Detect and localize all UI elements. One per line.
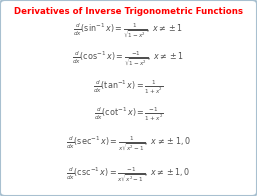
Text: $\frac{d}{dx}\left(\cos^{-1}x\right) = \frac{-1}{\sqrt{1-x^2}},\; x \neq \pm 1$: $\frac{d}{dx}\left(\cos^{-1}x\right) = \…	[72, 50, 185, 68]
Text: $\frac{d}{dx}\left(\tan^{-1}x\right) = \frac{1}{1+x^2}$: $\frac{d}{dx}\left(\tan^{-1}x\right) = \…	[93, 79, 164, 96]
Text: $\frac{d}{dx}\left(\sec^{-1}x\right) = \frac{1}{x\sqrt{x^2-1}},\; x \neq \pm 1, : $\frac{d}{dx}\left(\sec^{-1}x\right) = \…	[66, 135, 191, 153]
Text: Derivatives of Inverse Trigonometric Functions: Derivatives of Inverse Trigonometric Fun…	[14, 7, 243, 16]
Text: $\frac{d}{dx}\left(\csc^{-1}x\right) = \frac{-1}{x\sqrt{x^2-1}},\; x \neq \pm 1,: $\frac{d}{dx}\left(\csc^{-1}x\right) = \…	[66, 165, 191, 184]
Text: $\frac{d}{dx}\left(\sin^{-1}x\right) = \frac{1}{\sqrt{1-x^2}},\; x \neq \pm 1$: $\frac{d}{dx}\left(\sin^{-1}x\right) = \…	[74, 21, 183, 40]
Text: $\frac{d}{dx}\left(\cot^{-1}x\right) = \frac{-1}{1+x^2}$: $\frac{d}{dx}\left(\cot^{-1}x\right) = \…	[94, 106, 163, 123]
